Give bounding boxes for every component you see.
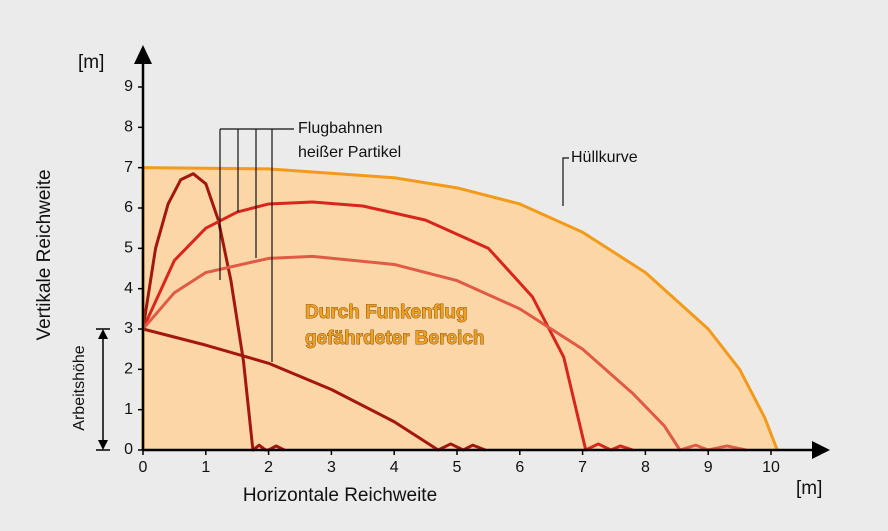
y-axis-label: Vertikale Reichweite (34, 169, 55, 340)
annotation: Flugbahnen (298, 120, 383, 137)
y-tick-label: 4 (124, 280, 133, 297)
trajectory (142, 327, 486, 452)
x-tick-label: 5 (453, 459, 462, 476)
trajectory (141, 254, 747, 452)
y-tick-label: 2 (124, 361, 133, 378)
y-tick-label: 0 (124, 441, 133, 458)
area-label: gefährdeter Bereich (305, 328, 485, 349)
y-tick-label: 9 (124, 78, 133, 95)
arrow-head (98, 440, 108, 450)
trajectory (141, 200, 634, 452)
y-tick-label: 1 (124, 401, 133, 418)
y-tick-label: 6 (124, 199, 133, 216)
y-axis-arrow (134, 45, 152, 64)
y-tick-label: 5 (124, 240, 133, 257)
x-axis-label: Horizontale Reichweite (243, 485, 437, 506)
x-tick-label: 0 (139, 459, 148, 476)
x-tick-label: 9 (704, 459, 713, 476)
work-height-label: Arbeitshöhe (71, 345, 88, 430)
envelope-label: Hüllkurve (571, 149, 638, 166)
y-tick-label: 8 (124, 119, 133, 136)
x-unit: [m] (796, 478, 822, 499)
x-tick-label: 4 (390, 459, 399, 476)
y-unit: [m] (78, 52, 104, 73)
y-tick-label: 3 (124, 320, 133, 337)
annotation: heißer Partikel (298, 144, 401, 161)
arrow-head (98, 329, 108, 339)
plot-area: 0 1 2 3 4 5 6 7 8 9 10 0 1 2 3 4 5 6 7 8 9 (96, 45, 830, 476)
x-tick-label: 3 (327, 459, 336, 476)
x-tick-label: 2 (264, 459, 273, 476)
x-tick-label: 10 (762, 459, 780, 476)
x-axis-arrow (812, 441, 830, 459)
x-tick-label: 8 (641, 459, 650, 476)
envelope-line (141, 166, 779, 451)
x-tick-label: 7 (578, 459, 587, 476)
x-tick-label: 6 (515, 459, 524, 476)
area-label: Durch Funkenflug (305, 302, 468, 323)
leader-lines (219, 128, 569, 362)
y-tick-label: 7 (124, 159, 133, 176)
x-tick-label: 1 (201, 459, 210, 476)
